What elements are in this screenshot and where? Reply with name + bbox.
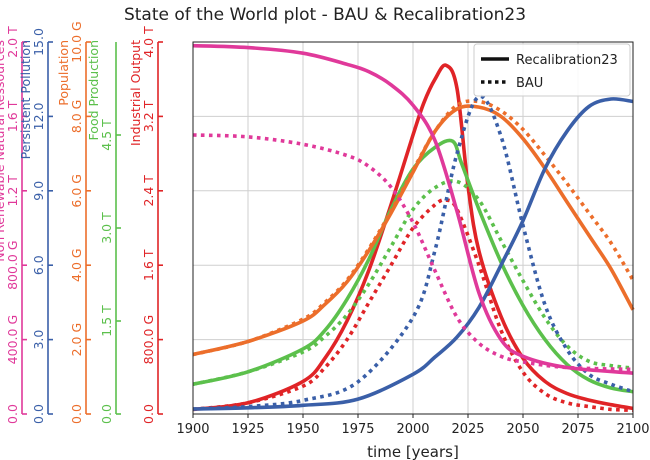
y-tick-label-food: 0.0 (99, 404, 114, 424)
chart-title: State of the World plot - BAU & Recalibr… (124, 5, 526, 25)
x-tick-label: 1975 (341, 422, 374, 437)
series-nrr-solid (192, 43, 634, 375)
y-tick-label-pp: 6.0 (31, 255, 46, 275)
y-tick-label-io: 3.2 T (141, 100, 156, 132)
series-pop-dotted (192, 99, 635, 357)
x-axis-label: time [years] (367, 443, 459, 460)
series-io-solid (192, 63, 634, 412)
legend: Recalibration23 BAU (473, 43, 631, 97)
y-tick-label-pop: 8.0 G (69, 100, 84, 134)
x-tick-label: 1900 (176, 422, 209, 437)
series-pp-dotted (192, 94, 634, 411)
legend-box (473, 43, 631, 97)
x-tick-label: 1950 (286, 422, 319, 437)
y-tick-label-io: 4.0 T (141, 26, 156, 58)
y-tick-label-nrr: 800.0 G (5, 240, 20, 289)
legend-label-recalibration23: Recalibration23 (516, 53, 618, 68)
y-axis-title-io: Industrial Output (128, 40, 143, 146)
y-tick-label-io: 2.4 T (141, 175, 156, 207)
series-nrr-dotted (192, 133, 634, 372)
y-tick-label-nrr: 1.6 T (5, 100, 20, 132)
y-tick-label-io: 1.6 T (141, 249, 156, 281)
series-group (192, 43, 635, 413)
x-tick-label: 2050 (506, 422, 539, 437)
y-axis-title-nrr: Non Renewable Natural Ressources (0, 40, 7, 262)
x-tick-label: 2000 (396, 422, 429, 437)
plot-frame (192, 41, 634, 415)
x-tick-label: 2075 (561, 422, 594, 437)
series-food-dotted (192, 179, 634, 386)
x-tick-label: 1925 (231, 422, 264, 437)
y-tick-label-pop: 6.0 G (69, 174, 84, 208)
y-axis-title-pop: Population (56, 40, 71, 106)
y-tick-label-pp: 0.0 (31, 404, 46, 424)
y-tick-label-nrr: 1.2 T (5, 175, 20, 207)
y-tick-label-nrr: 0.0 (5, 404, 20, 424)
y-tick-label-pop: 2.0 G (69, 323, 84, 357)
y-tick-label-food: 4.5 T (99, 119, 114, 151)
y-tick-label-pop: 4.0 G (69, 248, 84, 282)
x-axis: 1900 1925 1950 1975 2000 2025 2050 2075 2100 (176, 41, 650, 437)
y-axis-title-pp: Persistent Pollution (18, 40, 33, 159)
series-food-solid (192, 138, 634, 394)
y-axis-title-food: Food Production (86, 40, 101, 140)
y-tick-label-food: 1.5 T (99, 305, 114, 337)
y-tick-label-io: 0.0 (141, 404, 156, 424)
series-pop-solid (192, 104, 635, 357)
y-tick-label-pp: 12.0 (31, 102, 46, 130)
y-tick-label-pp: 9.0 (31, 181, 46, 201)
y-tick-label-nrr: 400.0 G (5, 315, 20, 364)
y-tick-label-pop: 0.0 (69, 404, 84, 424)
y-tick-label-io: 800.0 G (141, 315, 156, 364)
y-tick-label-nrr: 2.0 T (5, 26, 20, 58)
y-tick-label-pp: 15.0 (31, 28, 46, 56)
y-tick-label-pp: 3.0 (31, 330, 46, 350)
x-tick-label: 2100 (616, 422, 649, 437)
x-tick-label: 2025 (451, 422, 484, 437)
series-pp-solid (192, 97, 634, 411)
legend-label-bau: BAU (516, 76, 543, 91)
y-tick-label-pop: 10.0 G (69, 21, 84, 63)
y-tick-label-food: 3.0 T (99, 212, 114, 244)
